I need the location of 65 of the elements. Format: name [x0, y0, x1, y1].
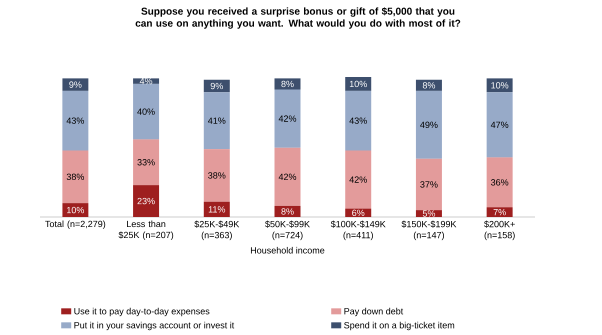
- x-tick-label: $150K-$199K (n=147): [402, 220, 456, 240]
- bar: [486, 207, 513, 217]
- bar: [62, 78, 88, 91]
- bar: [62, 203, 88, 217]
- data-label: 7%: [494, 209, 506, 216]
- data-label: 42%: [278, 115, 296, 122]
- data-label: 47%: [490, 122, 508, 128]
- bar: [204, 202, 230, 217]
- bar: [204, 149, 230, 202]
- data-label: 23%: [138, 198, 155, 204]
- bar: [416, 80, 442, 91]
- data-label: 38%: [208, 172, 226, 179]
- data-label: 10%: [67, 206, 84, 214]
- bar: [345, 208, 372, 217]
- data-label: 8%: [281, 80, 294, 88]
- data-label: 49%: [420, 122, 438, 128]
- bar: [133, 84, 160, 140]
- legend-label: Put it in your savings account or invest it: [74, 322, 234, 330]
- bar: [274, 148, 300, 206]
- bar: [274, 78, 300, 90]
- data-label: 42%: [349, 176, 367, 183]
- bar: [345, 90, 372, 150]
- legend-label: Pay down debt: [344, 308, 404, 316]
- data-label: 11%: [208, 206, 226, 213]
- x-tick-label: $25K-$49K (n=363): [194, 220, 240, 240]
- bar: [345, 77, 372, 91]
- chart-title: Suppose you received a surprise bonus or gift of $5,000 that you can use on anything you want. What would you do with most of it?: [136, 7, 460, 29]
- x-tick-label: Total (n=2,279): [45, 220, 106, 229]
- data-label: 4%: [140, 78, 152, 84]
- data-label: 9%: [69, 81, 82, 88]
- data-label: 8%: [422, 82, 436, 89]
- data-label: 42%: [278, 174, 296, 180]
- data-label: 37%: [420, 181, 438, 188]
- legend-label: Use it to pay day-to-day expenses: [74, 308, 210, 316]
- data-label: 10%: [350, 80, 367, 88]
- data-label: 10%: [491, 82, 508, 89]
- bar: [274, 206, 300, 217]
- bar: [345, 150, 372, 209]
- x-tick-label: $100K-$149K (n=411): [330, 220, 386, 240]
- legend-label: Spend it on a big-ticket item: [344, 322, 454, 330]
- data-label: 9%: [210, 82, 223, 90]
- bar: [204, 92, 230, 150]
- data-label: 43%: [66, 117, 84, 124]
- data-label: 8%: [281, 208, 294, 215]
- x-tick-label: $50K-$99K (n=724): [265, 220, 310, 240]
- bar: [133, 185, 160, 217]
- x-tick-label: Less than $25K (n=207): [118, 220, 174, 240]
- data-label: 6%: [352, 210, 364, 216]
- bar: [486, 157, 513, 208]
- data-label: 40%: [137, 108, 155, 115]
- bar: [486, 92, 513, 158]
- bar: [62, 150, 88, 204]
- data-label: 38%: [66, 174, 84, 180]
- bar: [416, 158, 442, 210]
- bar: [62, 90, 88, 150]
- data-label: 5%: [422, 210, 436, 217]
- x-axis-title: Household income: [250, 246, 324, 254]
- data-label: 43%: [349, 117, 367, 124]
- bar: [133, 139, 160, 186]
- bar: [416, 90, 442, 159]
- bar: [274, 89, 300, 148]
- data-label: 33%: [137, 159, 155, 166]
- data-label: 41%: [208, 118, 226, 124]
- data-label: 36%: [490, 179, 508, 186]
- x-tick-label: $200K+ (n=158): [484, 220, 515, 240]
